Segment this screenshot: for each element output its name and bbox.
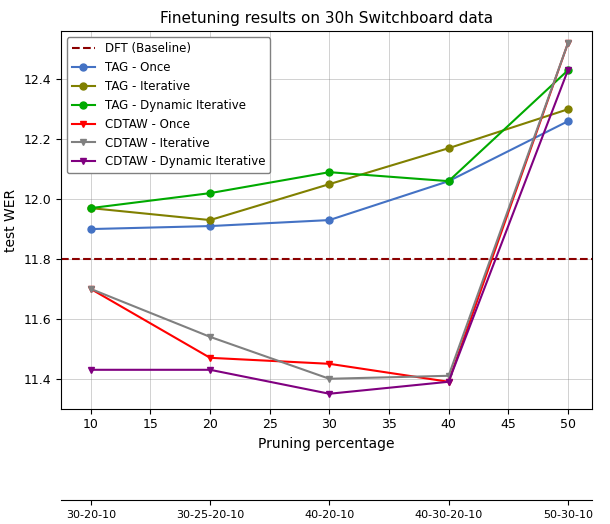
CDTAW - Once: [445, 379, 452, 385]
CDTAW - Iterative: [206, 334, 213, 340]
CDTAW - Dynamic Iterative: [87, 367, 95, 373]
Line: TAG - Once: TAG - Once: [87, 118, 572, 233]
CDTAW - Once: [87, 286, 95, 292]
TAG - Once: [87, 226, 95, 232]
CDTAW - Dynamic Iterative: [326, 390, 333, 397]
Line: TAG - Iterative: TAG - Iterative: [87, 106, 572, 224]
CDTAW - Once: [206, 355, 213, 361]
CDTAW - Iterative: [445, 373, 452, 379]
CDTAW - Once: [326, 361, 333, 367]
TAG - Iterative: [564, 106, 572, 113]
CDTAW - Iterative: [564, 40, 572, 47]
CDTAW - Dynamic Iterative: [564, 67, 572, 73]
CDTAW - Once: [564, 40, 572, 47]
TAG - Dynamic Iterative: [206, 190, 213, 196]
TAG - Dynamic Iterative: [445, 178, 452, 184]
CDTAW - Dynamic Iterative: [445, 379, 452, 385]
Line: CDTAW - Dynamic Iterative: CDTAW - Dynamic Iterative: [87, 67, 572, 397]
Y-axis label: test WER: test WER: [4, 189, 18, 252]
CDTAW - Dynamic Iterative: [206, 367, 213, 373]
Line: CDTAW - Once: CDTAW - Once: [87, 40, 572, 385]
X-axis label: Pruning percentage: Pruning percentage: [258, 437, 395, 451]
TAG - Iterative: [87, 205, 95, 211]
CDTAW - Iterative: [326, 376, 333, 382]
Title: Finetuning results on 30h Switchboard data: Finetuning results on 30h Switchboard da…: [160, 11, 493, 26]
TAG - Dynamic Iterative: [87, 205, 95, 211]
CDTAW - Iterative: [87, 286, 95, 292]
TAG - Dynamic Iterative: [326, 169, 333, 176]
TAG - Dynamic Iterative: [564, 67, 572, 73]
TAG - Once: [564, 118, 572, 124]
TAG - Once: [206, 223, 213, 229]
Line: TAG - Dynamic Iterative: TAG - Dynamic Iterative: [87, 67, 572, 212]
TAG - Iterative: [445, 145, 452, 151]
TAG - Iterative: [326, 181, 333, 187]
TAG - Once: [326, 217, 333, 223]
TAG - Iterative: [206, 217, 213, 223]
Legend: DFT (Baseline), TAG - Once, TAG - Iterative, TAG - Dynamic Iterative, CDTAW - On: DFT (Baseline), TAG - Once, TAG - Iterat…: [67, 37, 270, 173]
Line: CDTAW - Iterative: CDTAW - Iterative: [87, 40, 572, 382]
TAG - Once: [445, 178, 452, 184]
